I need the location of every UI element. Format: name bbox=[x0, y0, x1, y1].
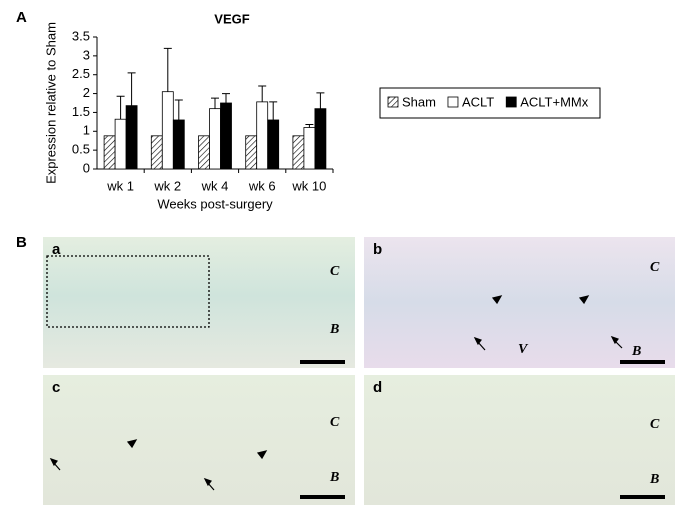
error-bar bbox=[222, 93, 230, 103]
micrograph-annotation: C bbox=[330, 415, 340, 430]
y-tick-label: 1.5 bbox=[72, 104, 90, 119]
error-bar bbox=[127, 72, 136, 106]
bar bbox=[209, 108, 221, 170]
legend-swatch bbox=[447, 96, 459, 108]
error-bar bbox=[163, 47, 172, 92]
error-bar bbox=[258, 85, 267, 102]
micrograph-label: b bbox=[373, 241, 382, 258]
bar bbox=[256, 101, 269, 170]
x-tick-label: wk 6 bbox=[248, 178, 276, 193]
error-bar bbox=[316, 92, 325, 109]
bar bbox=[303, 127, 316, 170]
micrograph bbox=[43, 237, 355, 368]
error-bar bbox=[116, 95, 125, 120]
error-bar bbox=[269, 101, 278, 120]
legend-label: Sham bbox=[402, 94, 436, 109]
y-tick-label: 2 bbox=[83, 85, 90, 100]
micrograph-annotation: C bbox=[650, 417, 660, 432]
error-bar bbox=[211, 97, 219, 109]
bar bbox=[172, 119, 185, 170]
bar bbox=[114, 118, 127, 170]
y-tick-label: 0.5 bbox=[72, 142, 90, 157]
x-tick-label: wk 4 bbox=[201, 178, 229, 193]
micrograph-annotation: B bbox=[329, 322, 339, 337]
y-tick-label: 2.5 bbox=[72, 66, 90, 81]
y-tick-label: 3.5 bbox=[72, 28, 90, 43]
micrograph-annotation: B bbox=[631, 344, 641, 359]
micrograph-annotation: B bbox=[649, 472, 659, 487]
y-tick-label: 1 bbox=[83, 123, 90, 138]
micrograph-annotation: C bbox=[330, 264, 340, 279]
legend-label: ACLT bbox=[462, 94, 494, 109]
legend-box bbox=[379, 87, 601, 119]
bar bbox=[267, 119, 280, 170]
bar bbox=[314, 108, 327, 170]
micrograph-annotation: B bbox=[329, 470, 339, 485]
bar bbox=[292, 135, 305, 170]
bar bbox=[198, 135, 210, 170]
micrograph bbox=[364, 375, 675, 505]
micrograph-label: d bbox=[373, 379, 382, 396]
y-tick-label: 0 bbox=[83, 160, 90, 175]
bar bbox=[150, 135, 163, 170]
panel-label: B bbox=[16, 234, 27, 251]
scale-bars bbox=[300, 360, 665, 499]
bar bbox=[125, 105, 138, 170]
micrograph-annotation: V bbox=[518, 342, 529, 357]
bar bbox=[103, 135, 116, 170]
error-bar bbox=[174, 99, 183, 120]
legend-swatch bbox=[387, 96, 399, 108]
error-bar bbox=[305, 123, 314, 128]
panel-label: A bbox=[16, 9, 27, 26]
x-tick-label: wk 2 bbox=[153, 178, 181, 193]
bar bbox=[245, 135, 258, 170]
x-axis-label: Weeks post-surgery bbox=[157, 196, 273, 211]
inset-box bbox=[46, 255, 210, 328]
micrograph bbox=[364, 237, 675, 368]
x-tick-label: wk 1 bbox=[106, 178, 134, 193]
y-tick-label: 3 bbox=[83, 47, 90, 62]
arrows bbox=[49, 295, 623, 491]
micrograph bbox=[43, 375, 355, 505]
x-tick-label: wk 10 bbox=[291, 178, 326, 193]
legend-label: ACLT+MMx bbox=[520, 94, 589, 109]
micrograph-label: a bbox=[52, 241, 61, 258]
y-axis-label: Expression relative to Sham bbox=[43, 22, 58, 184]
bar bbox=[220, 102, 232, 170]
bar bbox=[161, 91, 174, 170]
micrograph-label: c bbox=[52, 379, 60, 396]
chart-title: VEGF bbox=[214, 11, 249, 26]
micrograph-annotation: C bbox=[650, 260, 660, 275]
legend-swatch bbox=[505, 96, 517, 108]
